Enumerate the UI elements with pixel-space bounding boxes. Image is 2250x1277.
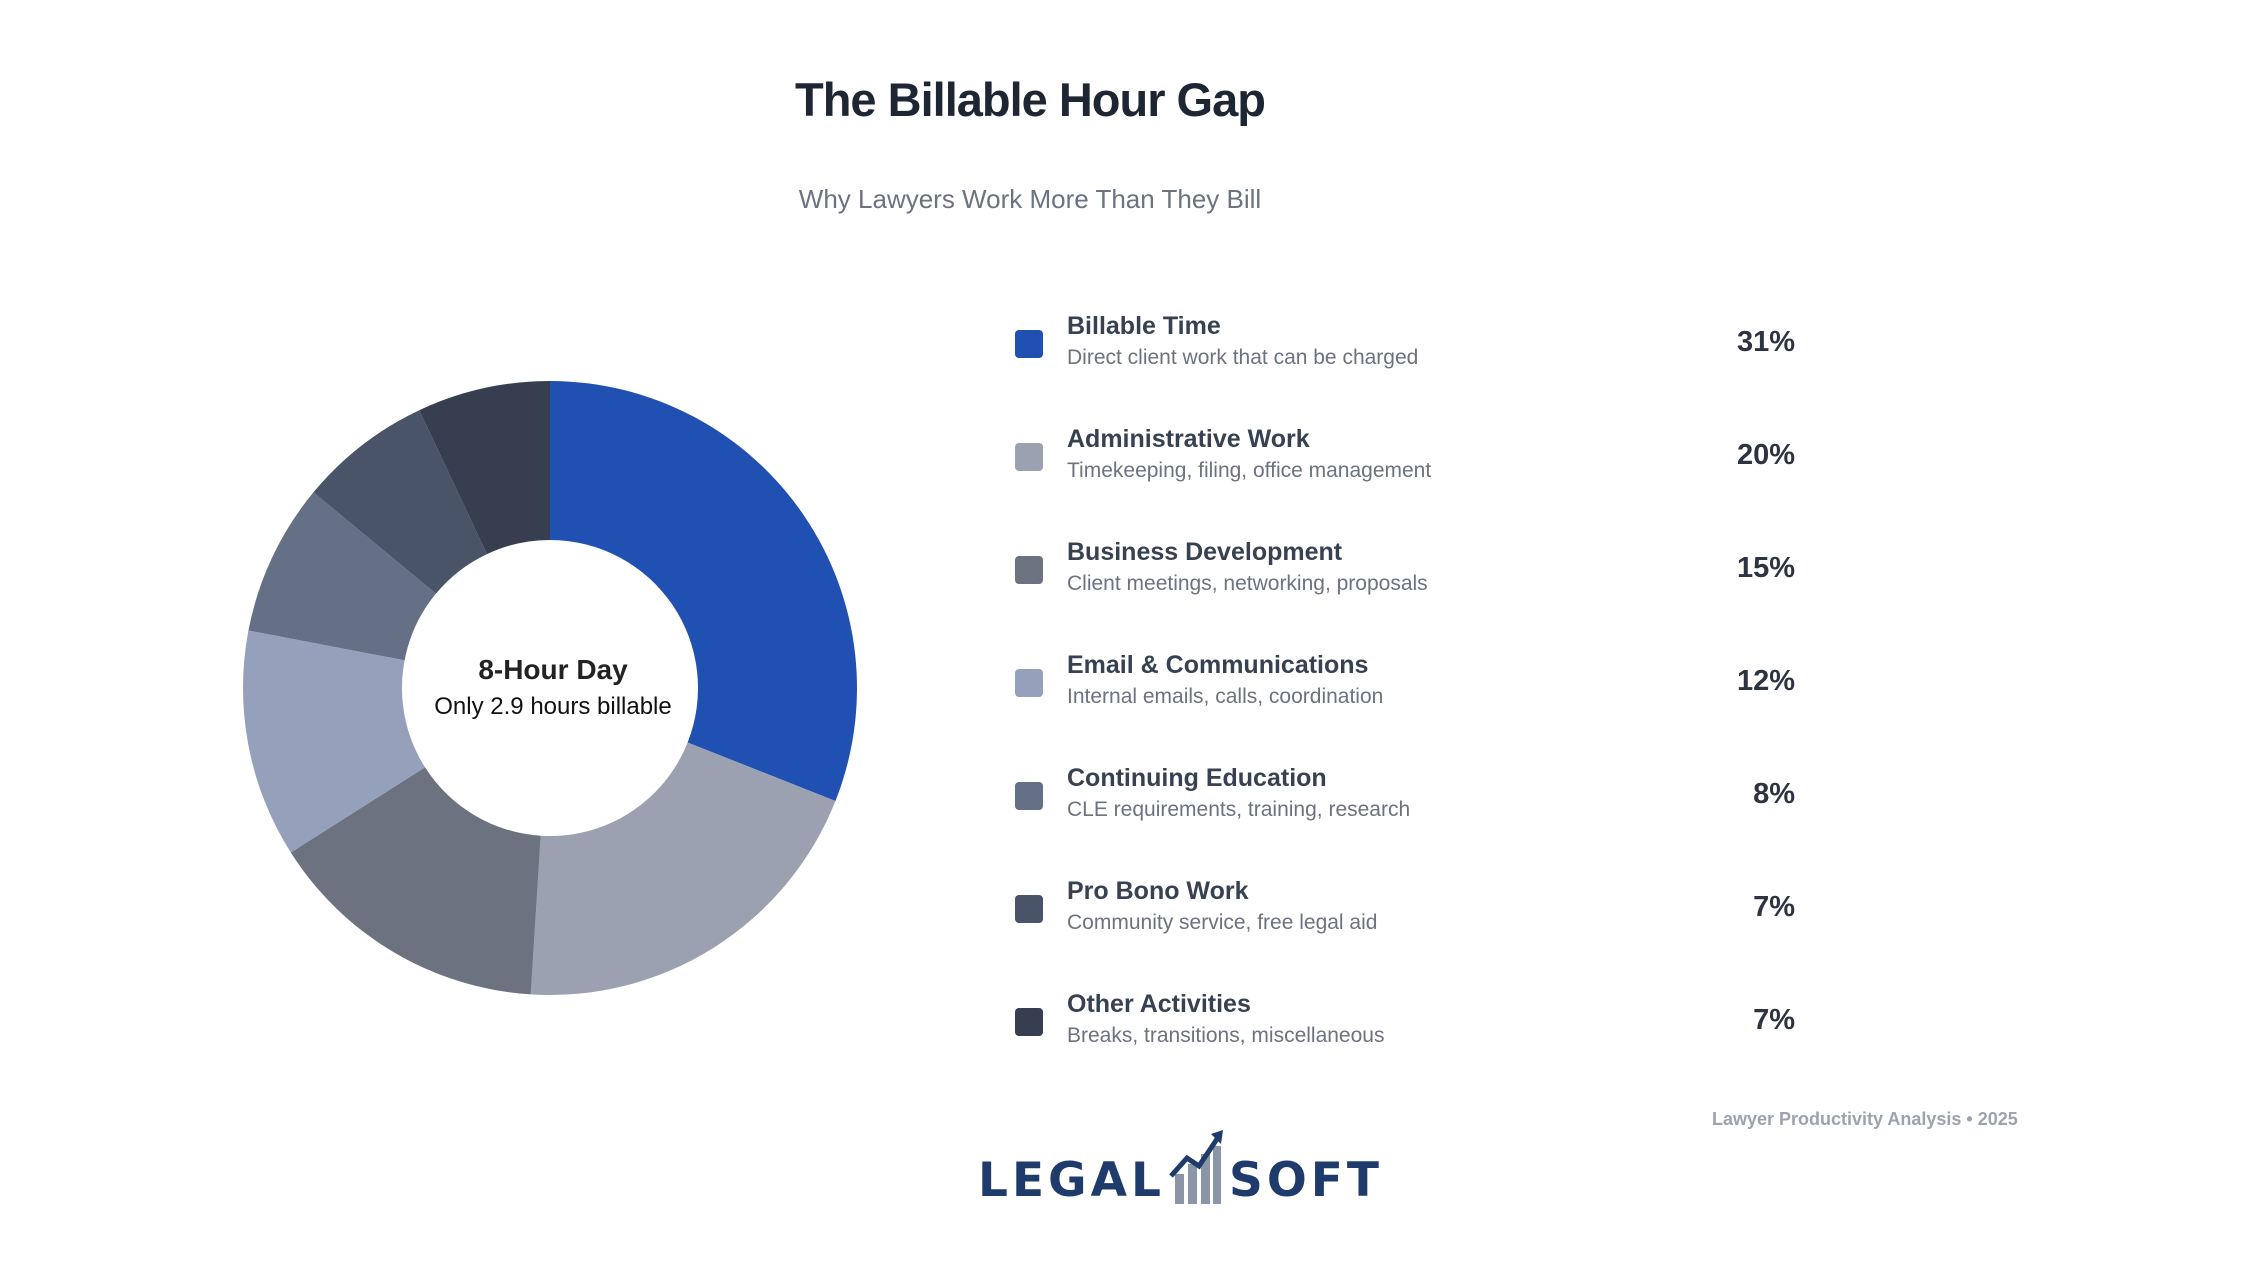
legend-item: Business Development Client meetings, net… (1015, 532, 1815, 645)
legend-item-description: Community service, free legal aid (1067, 911, 1378, 934)
legend-item-percent: 15% (1736, 552, 1795, 584)
legend-item: Continuing Education CLE requirements, tr… (1015, 758, 1815, 871)
donut-slice (243, 630, 426, 853)
legend-swatch (1015, 443, 1043, 471)
legend-item: Pro Bono Work Community service, free leg… (1015, 871, 1815, 984)
legend-swatch (1015, 330, 1043, 358)
donut-center-label: 8-Hour Day Only 2.9 hours billable (403, 650, 703, 724)
legend-swatch (1015, 669, 1043, 697)
legalsoft-logo: LEGAL SOFT (978, 1128, 1383, 1208)
legend-item-description: Direct client work that can be charged (1067, 346, 1419, 369)
donut-center-title: 8-Hour Day (478, 654, 628, 685)
logo-text-left: LEGAL (978, 1153, 1165, 1208)
legend-item-description: Client meetings, networking, proposals (1067, 572, 1428, 595)
legend-item-name: Administrative Work (1067, 425, 1310, 453)
legend-item: Administrative Work Timekeeping, filing, … (1015, 419, 1815, 532)
legend-item-name: Billable Time (1067, 312, 1221, 340)
legend-item: Email & Communications Internal emails, c… (1015, 645, 1815, 758)
legend-item-name: Business Development (1067, 538, 1343, 566)
legend-item: Other Activities Breaks, transitions, mis… (1015, 984, 1815, 1097)
legend-swatch (1015, 895, 1043, 923)
chart-title: The Billable Hour Gap (795, 73, 1266, 126)
legend-item-name: Pro Bono Work (1067, 877, 1249, 905)
legend-item-percent: 7% (1753, 1004, 1795, 1036)
legend-item-description: Breaks, transitions, miscellaneous (1067, 1024, 1385, 1047)
legend-swatch (1015, 1008, 1043, 1036)
legend: Billable Time Direct client work that can… (1015, 306, 1815, 1097)
logo-text-right: SOFT (1228, 1153, 1383, 1208)
legend-item-percent: 8% (1753, 778, 1795, 810)
legend-swatch (1015, 556, 1043, 584)
legend-swatch (1015, 782, 1043, 810)
building-chart-icon (1169, 1130, 1223, 1204)
donut-slice (290, 767, 541, 995)
legend-item-description: Timekeeping, filing, office management (1067, 459, 1432, 482)
source-footnote: Lawyer Productivity Analysis • 2025 (1712, 1109, 2018, 1129)
legend-item-percent: 20% (1736, 439, 1795, 471)
donut-slice (419, 381, 550, 555)
donut-slice (313, 410, 487, 594)
donut-slice (248, 492, 436, 661)
legend-item-percent: 7% (1753, 891, 1795, 923)
donut-center-subtitle: Only 2.9 hours billable (434, 693, 672, 720)
legend-item-description: Internal emails, calls, coordination (1067, 685, 1384, 708)
legend-item-percent: 12% (1736, 665, 1795, 697)
legend-item-name: Other Activities (1067, 990, 1251, 1018)
chart-subtitle: Why Lawyers Work More Than They Bill (798, 184, 1262, 214)
legend-item-percent: 31% (1736, 326, 1795, 358)
legend-item-description: CLE requirements, training, research (1067, 798, 1411, 821)
donut-slice (550, 381, 858, 802)
legend-item-name: Email & Communications (1067, 651, 1369, 679)
donut-chart (243, 381, 858, 996)
donut-slice (530, 742, 836, 996)
legend-item-name: Continuing Education (1067, 764, 1327, 792)
legend-item: Billable Time Direct client work that can… (1015, 306, 1815, 419)
